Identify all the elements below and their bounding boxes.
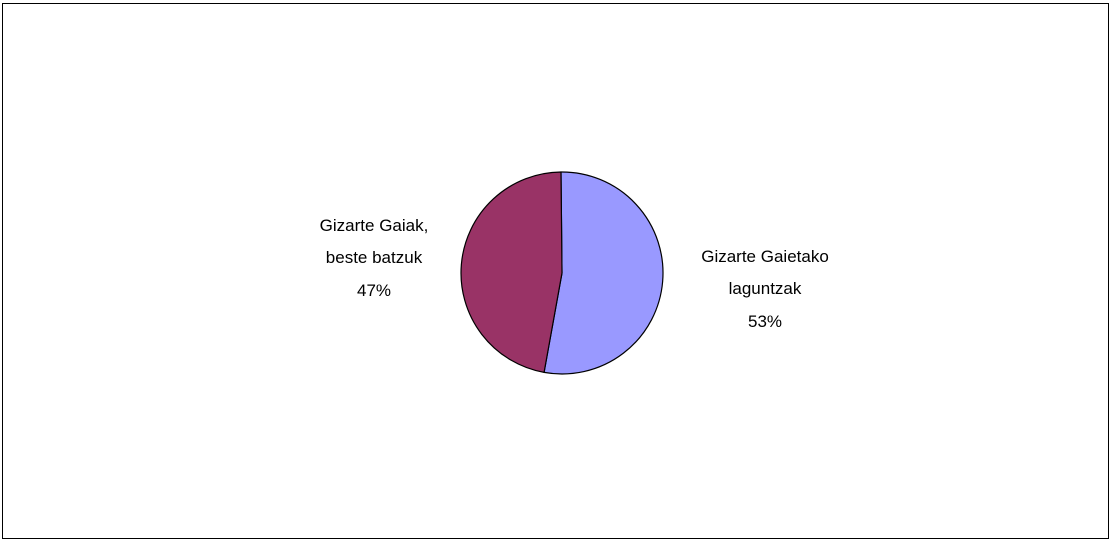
pie-slice	[460, 171, 563, 373]
slice-category-label: beste batzuk	[326, 248, 423, 267]
pie-slices	[460, 171, 664, 375]
slice-category-label: laguntzak	[729, 279, 802, 298]
slice-category-label: Gizarte Gaiak,	[320, 216, 429, 235]
pie-slice	[543, 171, 664, 375]
pie-labels: Gizarte Gaietako laguntzak 53% Gizarte Gaia…	[320, 216, 829, 331]
slice-percent-label: 53%	[748, 312, 782, 331]
slice-category-label: Gizarte Gaietako	[701, 247, 829, 266]
slice-percent-label: 47%	[357, 281, 391, 300]
